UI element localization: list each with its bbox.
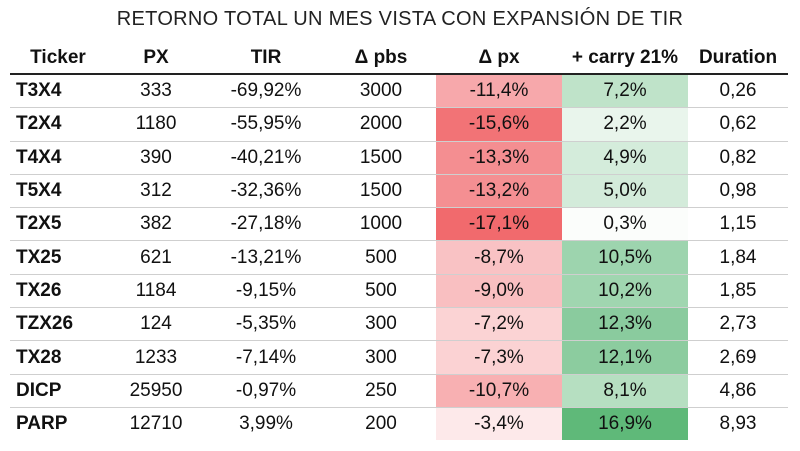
ticker-cell: TX28 [10, 340, 106, 375]
carry-cell: 12,3% [562, 307, 688, 342]
ticker-cell: T2X4 [10, 107, 106, 142]
delta-px-cell: -13,2% [436, 174, 562, 209]
table-row: T4X4 390 -40,21% 1500 -13,3% 4,9% 0,82 [10, 141, 788, 175]
delta-px-cell: -8,7% [436, 240, 562, 275]
delta-px-cell: -11,4% [436, 74, 562, 109]
delta-pbs-cell: 300 [326, 307, 436, 342]
px-cell: 1233 [106, 340, 206, 375]
table-row: T3X4 333 -69,92% 3000 -11,4% 7,2% 0,26 [10, 74, 788, 109]
px-cell: 1180 [106, 107, 206, 142]
header-px: PX [106, 42, 206, 75]
tir-cell: 3,99% [239, 413, 293, 435]
carry-cell: 0,3% [562, 207, 688, 242]
table-title: RETORNO TOTAL UN MES VISTA CON EXPANSIÓN… [116, 8, 684, 30]
ticker-cell: TX26 [10, 274, 106, 309]
carry-cell: 4,9% [562, 141, 688, 175]
table-row: TZX26 124 -5,35% 300 -7,2% 12,3% 2,73 [10, 307, 788, 342]
delta-px-cell: -17,1% [436, 207, 562, 242]
header-ticker: Ticker [10, 42, 106, 75]
table-row: PARP 12710 3,99% 200 -3,4% 16,9% 8,93 [10, 407, 788, 441]
px-cell: 621 [106, 240, 206, 275]
tir-cell: -27,18% [206, 207, 326, 242]
ticker-cell: T5X4 [10, 174, 106, 209]
duration-cell: 0,98 [688, 174, 788, 209]
delta-pbs-cell: 200 [365, 413, 397, 435]
table-row: T2X5 382 -27,18% 1000 -17,1% 0,3% 1,15 [10, 207, 788, 242]
returns-table: Ticker PX TIR Δ pbs Δ px + carry 21% Dur… [10, 42, 788, 441]
delta-px-cell: -10,7% [436, 374, 562, 408]
ticker-cell: PARP [16, 413, 68, 435]
header-tir: TIR [206, 42, 326, 75]
delta-pbs-cell: 300 [326, 340, 436, 375]
delta-pbs-cell: 250 [326, 374, 436, 408]
px-cell: 25950 [106, 374, 206, 408]
header-row: Ticker PX TIR Δ pbs Δ px + carry 21% Dur… [10, 42, 788, 75]
ticker-cell: DICP [10, 374, 106, 408]
duration-cell: 8,93 [719, 413, 757, 435]
ticker-cell: T3X4 [10, 74, 106, 109]
table-row: DICP 25950 -0,97% 250 -10,7% 8,1% 4,86 [10, 374, 788, 408]
duration-cell: 2,69 [688, 340, 788, 375]
carry-cell: 5,0% [562, 174, 688, 209]
ticker-cell: TX25 [10, 240, 106, 275]
delta-px-cell: -3,4% [436, 407, 562, 441]
tir-cell: -7,14% [206, 340, 326, 375]
table-row: TX28 1233 -7,14% 300 -7,3% 12,1% 2,69 [10, 340, 788, 375]
tir-cell: -13,21% [206, 240, 326, 275]
delta-px-cell: -15,6% [436, 107, 562, 142]
tir-cell: -69,92% [206, 74, 326, 109]
tir-cell: -5,35% [206, 307, 326, 342]
header-carry: + carry 21% [562, 42, 688, 75]
ticker-cell: T2X5 [10, 207, 106, 242]
delta-pbs-cell: 500 [326, 240, 436, 275]
duration-cell: 2,73 [688, 307, 788, 342]
tir-cell: -55,95% [206, 107, 326, 142]
tir-cell: -9,15% [206, 274, 326, 309]
px-cell: 390 [106, 141, 206, 175]
header-delta-pbs: Δ pbs [326, 42, 436, 75]
px-cell: 124 [106, 307, 206, 342]
duration-cell: 1,84 [688, 240, 788, 275]
px-cell: 312 [106, 174, 206, 209]
px-cell: 1184 [106, 274, 206, 309]
px-cell: 12710 [129, 413, 183, 435]
header-delta-px: Δ px [436, 42, 562, 75]
delta-px-cell: -9,0% [436, 274, 562, 309]
header-duration: Duration [688, 42, 788, 75]
tir-cell: -40,21% [206, 141, 326, 175]
delta-pbs-cell: 3000 [326, 74, 436, 109]
carry-cell: 10,2% [562, 274, 688, 309]
px-cell: 333 [106, 74, 206, 109]
delta-pbs-cell: 1500 [326, 174, 436, 209]
ticker-cell: T4X4 [10, 141, 106, 175]
duration-cell: 4,86 [688, 374, 788, 408]
delta-px-cell: -7,3% [436, 340, 562, 375]
duration-cell: 0,82 [688, 141, 788, 175]
tir-cell: -32,36% [206, 174, 326, 209]
ticker-cell: TZX26 [10, 307, 106, 342]
delta-pbs-cell: 2000 [326, 107, 436, 142]
delta-px-cell: -13,3% [436, 141, 562, 175]
delta-pbs-cell: 1000 [326, 207, 436, 242]
duration-cell: 0,62 [688, 107, 788, 142]
duration-cell: 1,85 [688, 274, 788, 309]
carry-cell: 8,1% [562, 374, 688, 408]
table-row: TX26 1184 -9,15% 500 -9,0% 10,2% 1,85 [10, 274, 788, 309]
delta-pbs-cell: 1500 [326, 141, 436, 175]
carry-cell: 2,2% [562, 107, 688, 142]
carry-cell: 10,5% [562, 240, 688, 275]
table-row: TX25 621 -13,21% 500 -8,7% 10,5% 1,84 [10, 240, 788, 275]
carry-cell: 16,9% [562, 407, 688, 441]
carry-cell: 7,2% [562, 74, 688, 109]
tir-cell: -0,97% [206, 374, 326, 408]
table-row: T5X4 312 -32,36% 1500 -13,2% 5,0% 0,98 [10, 174, 788, 209]
table-row: T2X4 1180 -55,95% 2000 -15,6% 2,2% 0,62 [10, 107, 788, 142]
delta-px-cell: -7,2% [436, 307, 562, 342]
px-cell: 382 [106, 207, 206, 242]
duration-cell: 1,15 [688, 207, 788, 242]
delta-pbs-cell: 500 [326, 274, 436, 309]
carry-cell: 12,1% [562, 340, 688, 375]
duration-cell: 0,26 [688, 74, 788, 109]
